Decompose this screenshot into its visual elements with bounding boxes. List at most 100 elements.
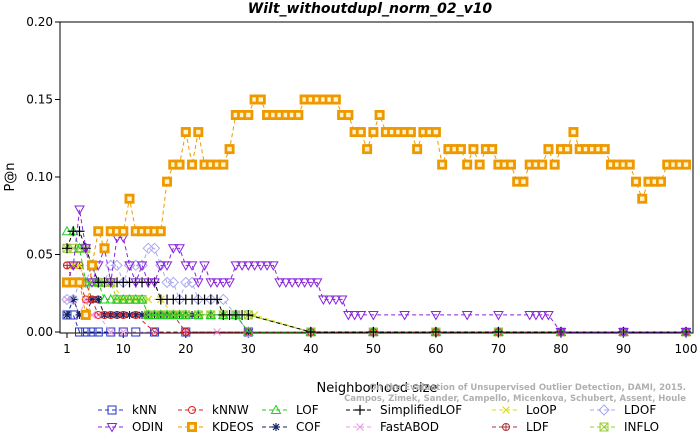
point-kdeos bbox=[518, 176, 529, 187]
point-kdeos bbox=[412, 144, 423, 155]
x-tick-label: 60 bbox=[428, 342, 443, 356]
point-ldof bbox=[217, 293, 230, 306]
point-loop bbox=[69, 261, 78, 270]
series-line-lof bbox=[67, 230, 686, 333]
legend-item-fastabod: FastABOD bbox=[346, 420, 439, 434]
point-odin bbox=[255, 261, 267, 271]
point-odin bbox=[493, 310, 504, 321]
legend-marker-cof bbox=[272, 423, 280, 431]
point-odin bbox=[174, 244, 185, 254]
point-kdeos bbox=[80, 309, 91, 320]
point-odin bbox=[555, 328, 567, 338]
series-knnw bbox=[63, 261, 690, 336]
point-kdeos bbox=[155, 226, 166, 237]
x-tick-label: 80 bbox=[553, 342, 568, 356]
point-lof bbox=[174, 309, 185, 319]
point-cof bbox=[131, 310, 140, 319]
point-kdeos bbox=[505, 159, 516, 170]
point-kdeos bbox=[368, 127, 379, 138]
point-lof bbox=[192, 309, 204, 319]
legend: kNN kNNW LOF SimplifiedLOF LoOP LDOF ODIN KDEOS… bbox=[98, 403, 659, 434]
point-odin bbox=[299, 278, 310, 288]
legend-marker-kdeos bbox=[187, 422, 197, 432]
point-odin bbox=[336, 295, 348, 305]
legend-label-ldof: LDOF bbox=[624, 403, 656, 417]
point-ldof bbox=[67, 293, 79, 306]
point-odin bbox=[180, 261, 192, 271]
point-odin bbox=[192, 278, 204, 288]
point-odin bbox=[618, 328, 629, 338]
series-line-knnw bbox=[66, 265, 686, 333]
legend-item-lof: LOF bbox=[262, 403, 319, 417]
point-odin bbox=[130, 278, 142, 288]
point-lof bbox=[242, 326, 254, 336]
point-odin bbox=[274, 278, 285, 288]
legend-label-lof: LOF bbox=[296, 403, 319, 417]
point-kdeos bbox=[93, 226, 104, 237]
point-kdeos bbox=[405, 127, 416, 138]
legend-label-fastabod: FastABOD bbox=[380, 420, 439, 434]
legend-label-knn: kNN bbox=[132, 403, 157, 417]
point-lof bbox=[124, 293, 135, 304]
series-ldof bbox=[61, 242, 692, 338]
series-ldf bbox=[63, 261, 690, 336]
point-odin bbox=[236, 261, 248, 271]
x-tick-label: 1 bbox=[63, 342, 71, 356]
point-kdeos bbox=[243, 110, 254, 120]
point-lof bbox=[117, 293, 129, 304]
point-simplifiedlof bbox=[74, 226, 85, 237]
series-line-kdeos bbox=[67, 99, 686, 315]
point-kdeos bbox=[343, 110, 354, 120]
series-simplifiedlof bbox=[62, 226, 691, 337]
point-kdeos bbox=[468, 144, 479, 155]
point-cof bbox=[94, 295, 103, 304]
legend-item-loop: LoOP bbox=[492, 403, 557, 417]
point-simplifiedlof bbox=[493, 327, 504, 337]
point-odin bbox=[80, 244, 92, 254]
legend-label-knnw: kNNW bbox=[212, 403, 249, 417]
legend-item-ldf: LDF bbox=[492, 420, 549, 434]
x-tick-label: 10 bbox=[116, 342, 131, 356]
legend-label-ldf: LDF bbox=[526, 420, 549, 434]
point-kdeos bbox=[124, 193, 135, 204]
point-odin bbox=[292, 278, 304, 288]
legend-marker-loop bbox=[502, 406, 510, 414]
point-kdeos bbox=[455, 144, 466, 155]
point-kdeos bbox=[330, 94, 341, 105]
legend-marker-ldof bbox=[598, 404, 610, 416]
point-odin bbox=[530, 310, 542, 321]
point-knn bbox=[93, 327, 103, 337]
point-odin bbox=[267, 261, 279, 271]
x-axis-title: Neighborhood size bbox=[317, 381, 438, 396]
point-kdeos bbox=[162, 176, 173, 187]
series-loop bbox=[63, 261, 690, 336]
point-kdeos bbox=[355, 127, 366, 138]
point-lof bbox=[99, 293, 110, 304]
point-simplifiedlof bbox=[305, 327, 316, 337]
point-lof bbox=[142, 309, 154, 319]
point-kdeos bbox=[187, 159, 198, 170]
point-odin bbox=[349, 310, 360, 321]
point-kdeos bbox=[99, 243, 110, 254]
point-kdeos bbox=[630, 176, 641, 187]
y-axis-title: P@n bbox=[3, 162, 18, 191]
point-odin bbox=[205, 278, 217, 288]
point-odin bbox=[317, 295, 329, 305]
x-tick-label: 50 bbox=[366, 342, 381, 356]
y-tick-label: 0.10 bbox=[26, 170, 53, 184]
point-ldof bbox=[148, 242, 161, 255]
point-knnw bbox=[88, 295, 97, 304]
point-ldof bbox=[167, 276, 180, 289]
legend-label-kdeos: KDEOS bbox=[212, 420, 254, 434]
point-lof bbox=[180, 309, 192, 319]
point-odin bbox=[343, 310, 354, 321]
point-odin bbox=[543, 310, 554, 321]
point-odin bbox=[249, 261, 260, 271]
y-axis: 0.00 0.05 0.10 0.15 0.20 bbox=[26, 15, 60, 339]
point-odin bbox=[224, 278, 235, 288]
y-tick-label: 0.20 bbox=[26, 15, 53, 29]
point-cof bbox=[63, 310, 71, 319]
legend-item-kdeos: KDEOS bbox=[178, 420, 254, 434]
point-simplifiedlof bbox=[430, 327, 441, 337]
